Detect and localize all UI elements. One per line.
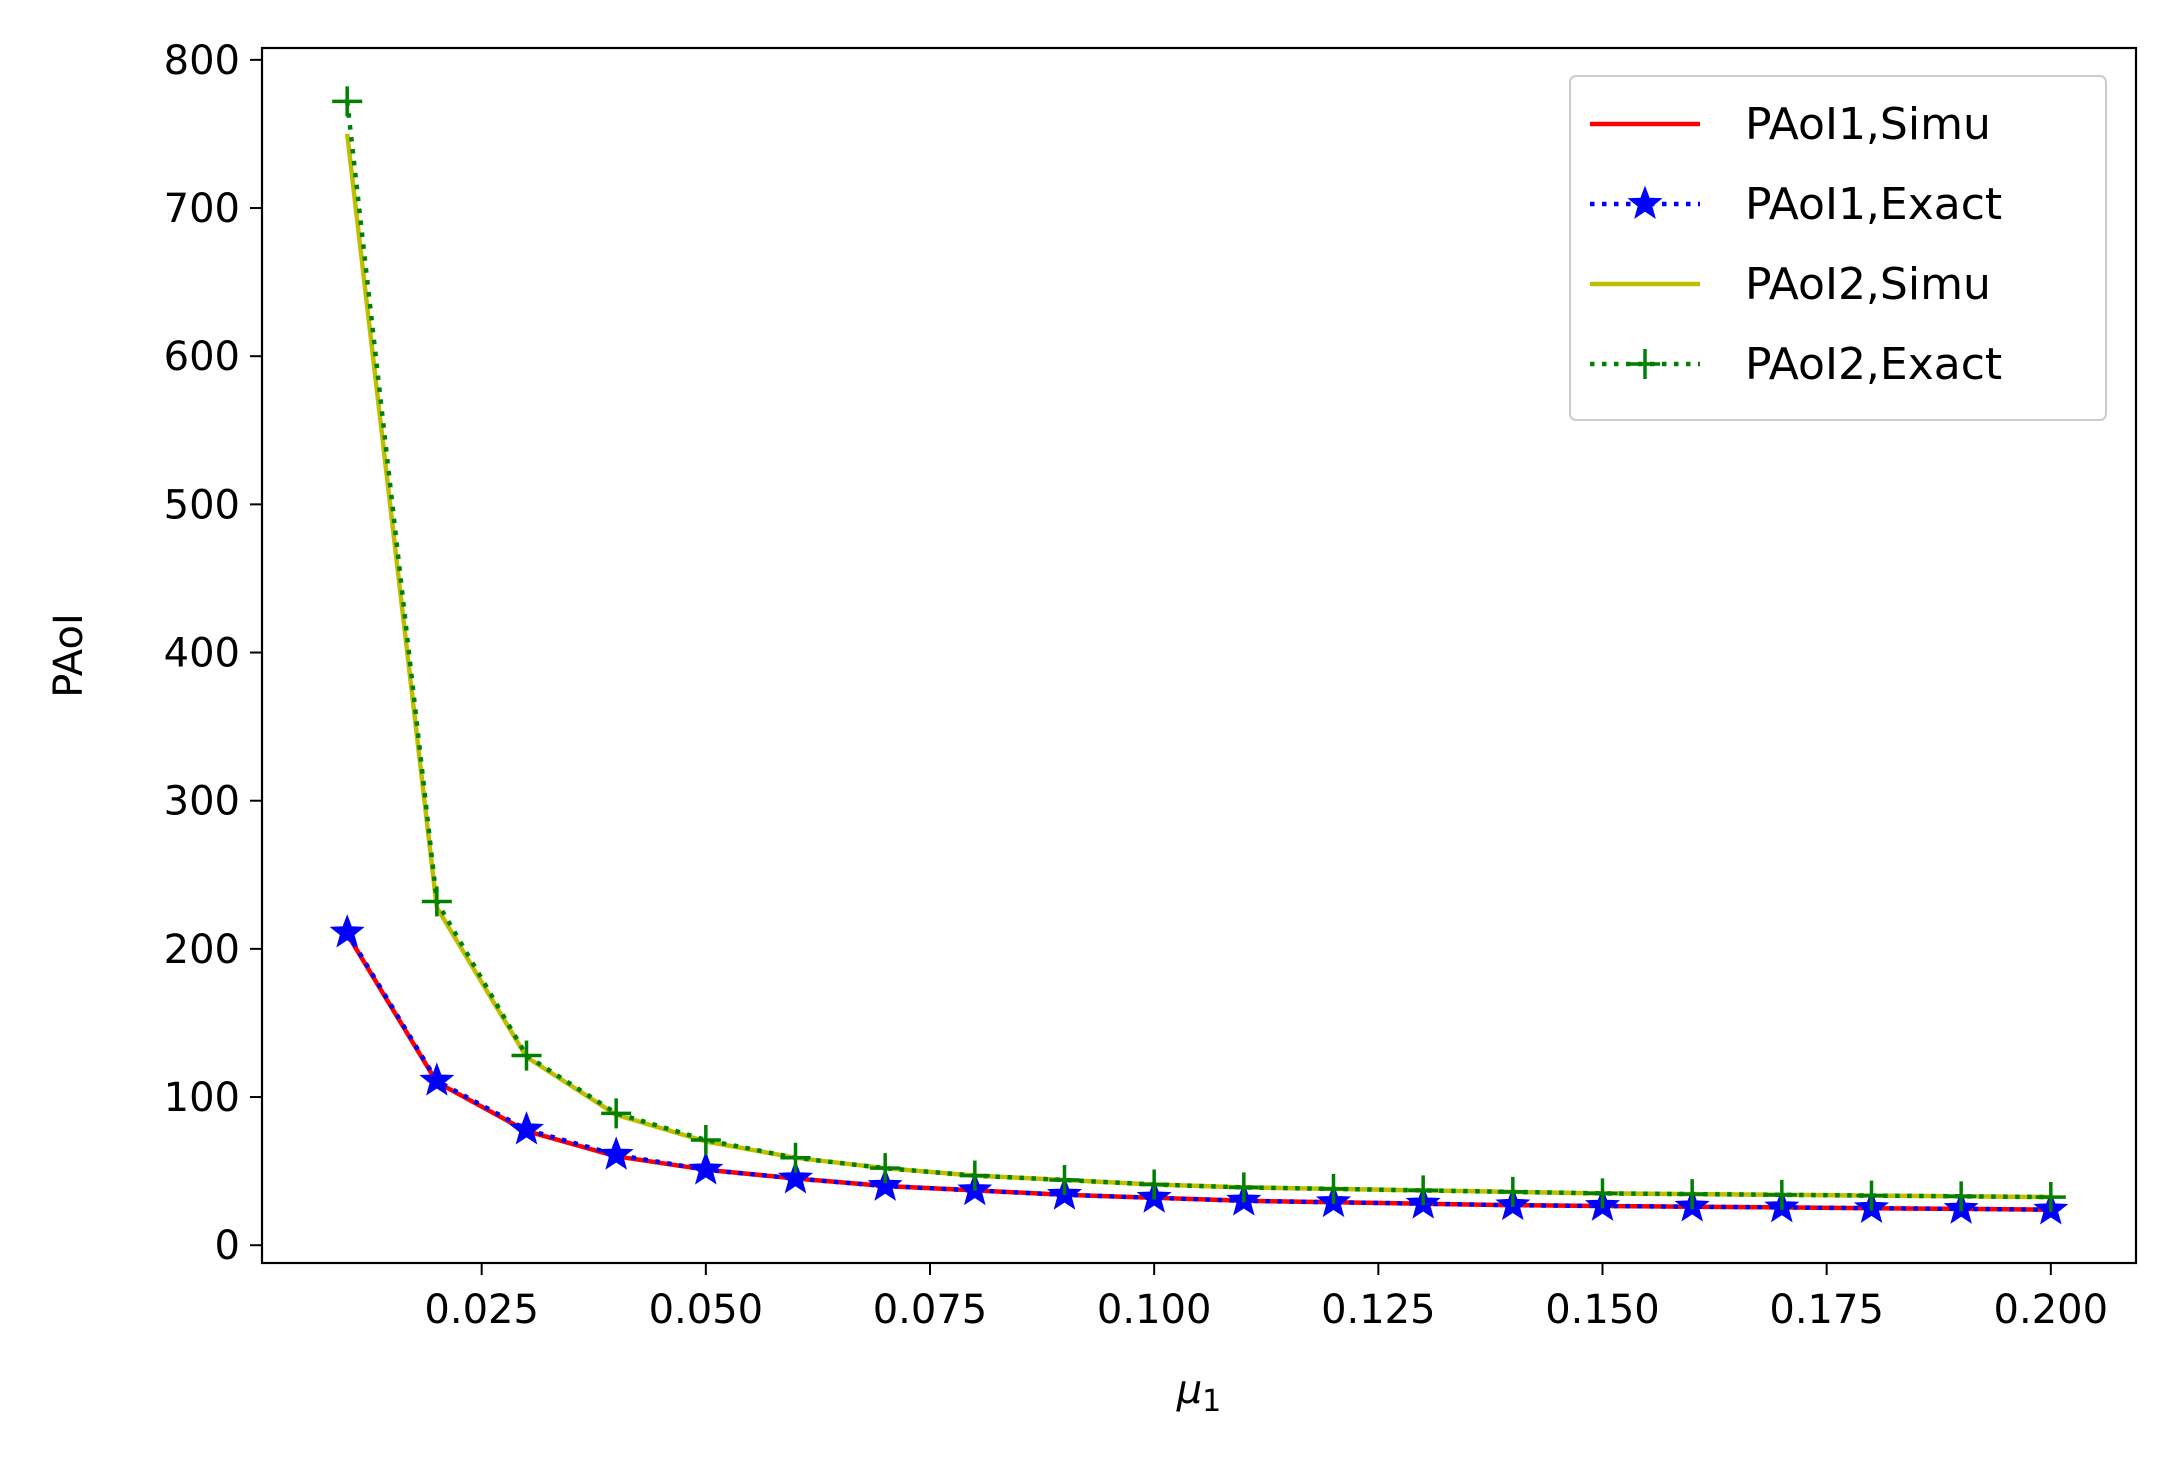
x-axis-label-symbol: μ (1176, 1367, 1202, 1413)
x-tick-label: 0.075 (873, 1287, 988, 1333)
series-4-point (1856, 1180, 1887, 1211)
legend-items: PAoI1,Simu PAoI1,Exact PAoI2,Simu PAoI2,Exa… (1590, 99, 2002, 390)
x-tick-label: 0.125 (1321, 1287, 1436, 1333)
series-2-point (598, 1136, 634, 1170)
series-4-point (1946, 1181, 1977, 1212)
series-4-point (1228, 1172, 1259, 1203)
y-tick-label: 400 (164, 631, 240, 677)
x-tick-label: 0.050 (649, 1287, 764, 1333)
series-4-point (1139, 1169, 1170, 1200)
series-2-point (419, 1062, 455, 1096)
y-tick-label: 100 (164, 1075, 240, 1121)
x-axis-label: μ1 (1176, 1367, 1222, 1419)
y-axis-label: PAoI (46, 613, 92, 698)
legend-label: PAoI2,Exact (1745, 339, 2002, 390)
series-4-point (1497, 1176, 1528, 1207)
series-4-point (2035, 1182, 2066, 1213)
x-tick-label: 0.175 (1769, 1287, 1884, 1333)
y-tick-label: 300 (164, 779, 240, 825)
legend-label: PAoI2,Simu (1745, 259, 1991, 310)
x-axis: 0.025 0.050 0.075 0.100 0.125 0.150 0.175 0.200 (424, 1263, 2108, 1333)
y-tick-label: 700 (164, 186, 240, 232)
series-4-point (690, 1125, 721, 1156)
y-tick-label: 200 (164, 927, 240, 973)
legend-label: PAoI1,Simu (1745, 99, 1991, 150)
series-4-point (959, 1160, 990, 1191)
x-tick-label: 0.200 (1994, 1287, 2109, 1333)
series-2-point (777, 1160, 814, 1194)
plot-markers (329, 86, 2069, 1225)
plot-frame (260, 46, 2138, 1265)
legend-label: PAoI1,Exact (1745, 179, 2002, 230)
series-line-1 (345, 932, 2051, 1212)
series-2-point (508, 1111, 545, 1145)
y-tick-label: 0 (215, 1223, 240, 1269)
y-tick-label: 800 (164, 38, 240, 84)
legend-item: PAoI2,Exact (1590, 339, 2002, 390)
x-tick-label: 0.150 (1545, 1287, 1660, 1333)
legend-marker (1627, 185, 1663, 219)
series-4-point (870, 1153, 901, 1184)
legend-item: PAoI1,Exact (1590, 179, 2002, 230)
y-tick-label: 600 (164, 334, 240, 380)
series-2-point (867, 1167, 903, 1201)
legend: PAoI1,Simu PAoI1,Exact PAoI2,Simu PAoI2,Exa… (1569, 75, 2107, 421)
series-4-point (1677, 1179, 1708, 1210)
series-4-point (332, 86, 363, 117)
series-4-point (511, 1040, 542, 1071)
legend-item: PAoI1,Simu (1590, 99, 1991, 150)
series-4-point (1049, 1165, 1080, 1196)
series-2-point (329, 914, 365, 948)
series-4-point (601, 1098, 632, 1129)
x-tick-label: 0.025 (424, 1287, 539, 1333)
legend-box (1569, 75, 2107, 421)
y-axis: 0 100 200 300 400 500 600 700 800 (164, 38, 262, 1269)
x-tick-label: 0.100 (1097, 1287, 1212, 1333)
series-4-point (1408, 1175, 1439, 1206)
y-tick-label: 500 (164, 482, 240, 528)
series-2-point (688, 1151, 724, 1185)
series-4-point (421, 886, 452, 917)
series-4-point (1766, 1179, 1797, 1210)
legend-marker (1630, 349, 1660, 379)
legend-item: PAoI2,Simu (1590, 259, 1991, 310)
series-4-point (780, 1142, 811, 1173)
x-axis-label-subscript: 1 (1202, 1384, 1221, 1419)
series-4-point (1587, 1178, 1618, 1209)
series-4-point (1318, 1173, 1349, 1204)
